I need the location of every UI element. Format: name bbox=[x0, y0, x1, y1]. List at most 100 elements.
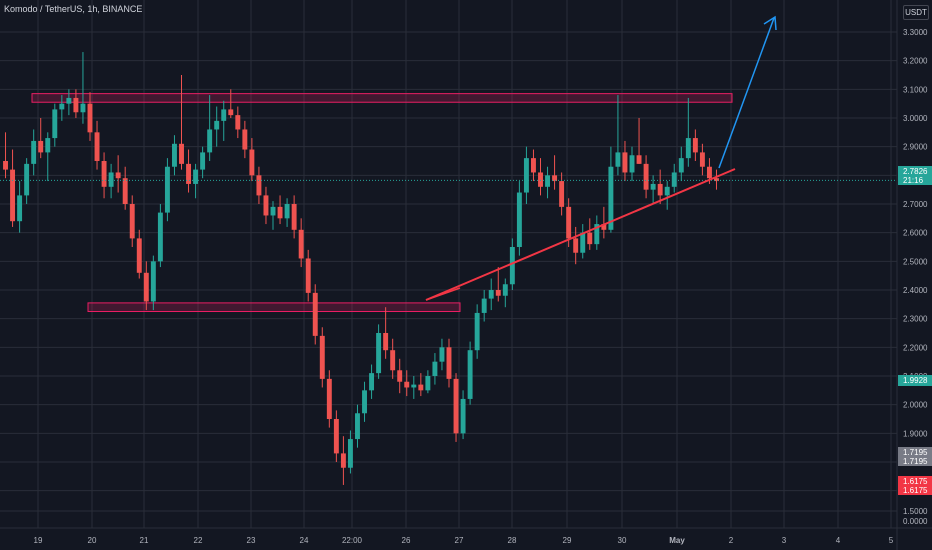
candle bbox=[256, 166, 262, 204]
support-trendline[interactable] bbox=[425, 168, 736, 301]
candle-body bbox=[87, 103, 93, 133]
candle bbox=[179, 75, 184, 170]
candle bbox=[397, 358, 403, 394]
candle bbox=[643, 155, 649, 199]
candle-body bbox=[657, 183, 663, 196]
price-tag-sub: 1.6175 bbox=[903, 486, 928, 495]
candle bbox=[502, 278, 508, 308]
candle bbox=[671, 163, 677, 193]
candle-body bbox=[376, 333, 382, 374]
candle-body bbox=[706, 166, 712, 179]
candle-body bbox=[115, 172, 121, 179]
candle bbox=[580, 224, 586, 259]
candle-body bbox=[439, 347, 445, 362]
candle bbox=[383, 307, 389, 359]
price-tick-label: 1.5000 bbox=[903, 507, 928, 516]
symbol-title[interactable]: Komodo / TetherUS, 1h, BINANCE bbox=[4, 4, 143, 14]
candle bbox=[333, 410, 339, 462]
drawing-lines[interactable] bbox=[425, 15, 777, 301]
candle bbox=[369, 364, 375, 399]
candle-body bbox=[157, 212, 163, 262]
candle-body bbox=[671, 172, 677, 187]
candle-body bbox=[432, 361, 438, 376]
candle bbox=[200, 146, 206, 179]
candle-body bbox=[397, 370, 403, 382]
time-axis[interactable]: 19 20 21 22 23 24 22:00 26 27 28 29 30 May 2 3 4 5 bbox=[0, 527, 932, 545]
candle-body bbox=[298, 229, 304, 259]
candle-body bbox=[608, 166, 614, 230]
candle-body bbox=[38, 140, 44, 153]
candle bbox=[221, 100, 227, 141]
candle bbox=[242, 120, 248, 159]
price-tag-value: 2.7826 bbox=[903, 167, 928, 176]
candle-body bbox=[566, 206, 572, 239]
candle bbox=[101, 152, 107, 199]
candle-body bbox=[164, 166, 170, 213]
candle bbox=[573, 226, 579, 265]
candle bbox=[80, 52, 86, 124]
candle-body bbox=[495, 290, 501, 296]
candle bbox=[319, 327, 325, 388]
resistance-zone[interactable] bbox=[87, 302, 461, 312]
candle bbox=[362, 381, 367, 422]
time-tick-label: 4 bbox=[836, 536, 841, 545]
candlestick-series bbox=[0, 52, 897, 485]
candle bbox=[186, 149, 192, 193]
price-tag-bg bbox=[898, 166, 932, 185]
drawing-zones[interactable] bbox=[31, 93, 733, 312]
candle-body bbox=[467, 350, 473, 399]
candle-body bbox=[319, 335, 325, 379]
candle-body bbox=[545, 175, 551, 187]
currency-badge[interactable]: USDT bbox=[903, 5, 929, 20]
candle-body bbox=[136, 238, 142, 273]
candle-body bbox=[17, 195, 23, 222]
candle bbox=[171, 135, 177, 176]
candle bbox=[164, 158, 170, 222]
candle bbox=[157, 204, 163, 268]
candle-body bbox=[509, 247, 515, 285]
candle bbox=[714, 169, 719, 190]
candle bbox=[404, 370, 410, 397]
price-tick-label: 2.2000 bbox=[903, 343, 928, 352]
candle bbox=[249, 138, 255, 182]
candle-body bbox=[411, 384, 417, 388]
candle-body bbox=[629, 155, 635, 173]
candle-body bbox=[171, 143, 177, 167]
candle bbox=[692, 129, 698, 161]
price-tick-label: 2.0000 bbox=[903, 401, 928, 410]
candle-body bbox=[305, 258, 311, 293]
candle-body bbox=[179, 143, 184, 164]
candle-body bbox=[369, 373, 375, 391]
candle bbox=[143, 261, 149, 311]
candle-body bbox=[523, 158, 529, 193]
candle bbox=[340, 436, 346, 485]
candle bbox=[432, 353, 438, 385]
candle bbox=[291, 195, 297, 239]
candle bbox=[685, 97, 691, 167]
candle bbox=[326, 370, 332, 428]
candle-body bbox=[580, 232, 586, 253]
candle-body bbox=[66, 97, 72, 104]
price-tick-label: 3.3000 bbox=[903, 28, 928, 37]
candle-body bbox=[383, 333, 389, 351]
candle-body bbox=[143, 272, 149, 302]
price-tag: 1.9928 bbox=[898, 375, 932, 386]
time-tick-label: 23 bbox=[247, 536, 256, 545]
candle bbox=[678, 146, 684, 182]
candle bbox=[559, 172, 565, 216]
candle bbox=[73, 89, 79, 118]
candle-body bbox=[80, 103, 86, 113]
time-tick-label: 26 bbox=[402, 536, 411, 545]
candle bbox=[390, 338, 396, 379]
candle bbox=[59, 95, 65, 121]
candle bbox=[622, 140, 628, 182]
resistance-zone[interactable] bbox=[31, 93, 733, 103]
candle bbox=[347, 430, 353, 474]
projection-arrow[interactable] bbox=[718, 17, 775, 169]
candle-body bbox=[333, 419, 339, 454]
time-tick-label: 19 bbox=[34, 536, 43, 545]
candle-body bbox=[425, 376, 431, 391]
